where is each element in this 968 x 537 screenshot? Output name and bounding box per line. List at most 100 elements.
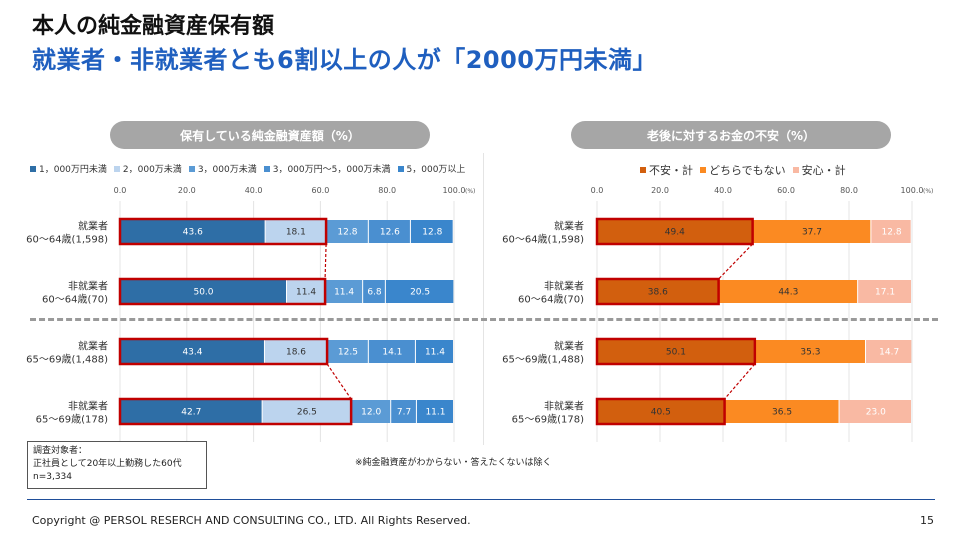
footer-rule	[27, 499, 935, 500]
data-label: 11.1	[425, 408, 445, 418]
row-label: 65～69歳(178)	[36, 414, 108, 426]
bar-segment	[866, 340, 912, 363]
bar-segment	[368, 220, 410, 243]
panel-divider	[483, 153, 484, 445]
data-label: 20.5	[410, 288, 430, 298]
bar-segment	[597, 340, 754, 363]
legend-item: 3，000万未満	[188, 162, 257, 175]
bar-segment	[871, 220, 911, 243]
legend-swatch	[700, 167, 706, 173]
x-tick-label: 40.0	[245, 186, 263, 195]
bar-segment	[287, 280, 325, 303]
bar-segment	[415, 340, 453, 363]
legend-label: どちらでもない	[709, 164, 786, 177]
x-tick-label: 100.0	[443, 186, 466, 195]
row-label: 65～69歳(1,488)	[502, 354, 584, 366]
row-label: 非就業者	[68, 280, 108, 293]
bar-segment	[391, 400, 416, 423]
data-label: 36.5	[772, 408, 792, 418]
bar-segment	[327, 340, 368, 363]
legend-item: 安心・計	[792, 162, 846, 178]
highlight-box	[118, 277, 327, 306]
x-tick-label: 80.0	[378, 186, 396, 195]
note-label: 調査対象者：	[33, 446, 88, 456]
data-label: 49.4	[665, 228, 685, 238]
left-legend: 1，000万円未満 2，000万未満 3，000万未満 3，000万円～5，000万未…	[30, 162, 472, 175]
bar-segment	[597, 400, 724, 423]
data-label: 17.1	[875, 288, 895, 298]
row-label: 非就業者	[544, 400, 584, 413]
x-tick-label: 40.0	[714, 186, 732, 195]
highlight-box	[118, 397, 353, 426]
data-label: 35.3	[800, 348, 820, 358]
row-label: 就業者	[78, 340, 108, 353]
data-label: 50.0	[193, 288, 213, 298]
data-label: 11.4	[334, 288, 354, 298]
highlight-box	[118, 337, 329, 366]
x-tick-label: 0.0	[114, 186, 127, 195]
legend-swatch	[30, 165, 36, 172]
bar-segment	[262, 400, 351, 423]
data-label: 38.6	[648, 288, 668, 298]
row-label: 60～64歳(70)	[518, 294, 584, 306]
bar-segment	[368, 340, 415, 363]
bar-segment	[326, 220, 368, 243]
data-label: 12.8	[882, 228, 902, 238]
bar-segment	[385, 280, 454, 303]
x-tick-label: 80.0	[840, 186, 858, 195]
data-label: 42.7	[181, 408, 201, 418]
right-stacked-bar-chart: 0.0 20.0 40.0 60.0 80.0 100.0 (%)就業者60～64歳(1,5…	[502, 186, 933, 442]
bar-segment	[363, 280, 385, 303]
row-label: 非就業者	[68, 400, 108, 413]
legend-swatch	[640, 167, 646, 173]
bar-segment	[718, 280, 858, 303]
data-label: 18.1	[286, 228, 306, 238]
legend-label: 1，000万円未満	[39, 165, 107, 175]
legend-item: 不安・計	[640, 162, 693, 178]
bar-segment	[264, 340, 327, 363]
right-chart-title-pill: 老後に対するお金の不安（%）	[571, 121, 891, 149]
legend-label: 不安・計	[649, 164, 693, 177]
x-tick-label: 20.0	[178, 186, 196, 195]
group-separator	[30, 318, 938, 321]
x-tick-label: 0.0	[591, 186, 604, 195]
legend-item: 2，000万未満	[113, 162, 182, 175]
copyright: Copyright @ PERSOL RESERCH AND CONSULTIN…	[32, 514, 471, 527]
data-label: 6.8	[367, 288, 382, 298]
highlight-connector	[324, 243, 327, 280]
right-legend: 不安・計 どちらでもない 安心・計	[640, 162, 853, 178]
x-tick-label: 60.0	[311, 186, 329, 195]
row-label: 60～64歳(1,598)	[26, 234, 108, 246]
legend-swatch	[397, 165, 404, 172]
legend-label: 3，000万円～5，000万未満	[272, 165, 391, 175]
data-label: 18.6	[286, 348, 306, 358]
bar-segment	[351, 400, 391, 423]
highlight-connector	[326, 363, 352, 400]
bar-segment	[325, 280, 363, 303]
left-stacked-bar-chart: 0.0 20.0 40.0 60.0 80.0 100.0 (%) 就業者 60～64歳(1,5…	[26, 186, 475, 442]
bar-segment	[858, 280, 911, 303]
legend-swatch	[113, 165, 120, 172]
row-label: 65～69歳(178)	[512, 414, 584, 426]
legend-label: 2，000万未満	[122, 165, 182, 175]
row-label: 就業者	[554, 220, 584, 233]
bar-segment	[597, 220, 752, 243]
data-label: 14.7	[879, 348, 899, 358]
row-label: 60～64歳(70)	[42, 294, 108, 306]
bar-segment	[120, 340, 264, 363]
x-tick-label: 20.0	[651, 186, 669, 195]
x-axis-unit: (%)	[465, 188, 475, 195]
data-label: 12.6	[380, 228, 400, 238]
legend-item: 5，000万以上	[397, 162, 465, 175]
highlight-box	[595, 337, 757, 366]
bar-segment	[120, 400, 262, 423]
bar-segment	[416, 400, 453, 423]
data-label: 43.4	[182, 348, 202, 358]
data-label: 12.8	[337, 228, 357, 238]
row-label: 60～64歳(1,598)	[502, 234, 584, 246]
legend-item: 3，000万円～5，000万未満	[263, 162, 391, 175]
data-label: 12.5	[338, 348, 358, 358]
note-line1: 正社員として20年以上勤務した60代	[33, 459, 182, 469]
data-label: 12.0	[361, 408, 381, 418]
legend-swatch	[263, 165, 270, 172]
